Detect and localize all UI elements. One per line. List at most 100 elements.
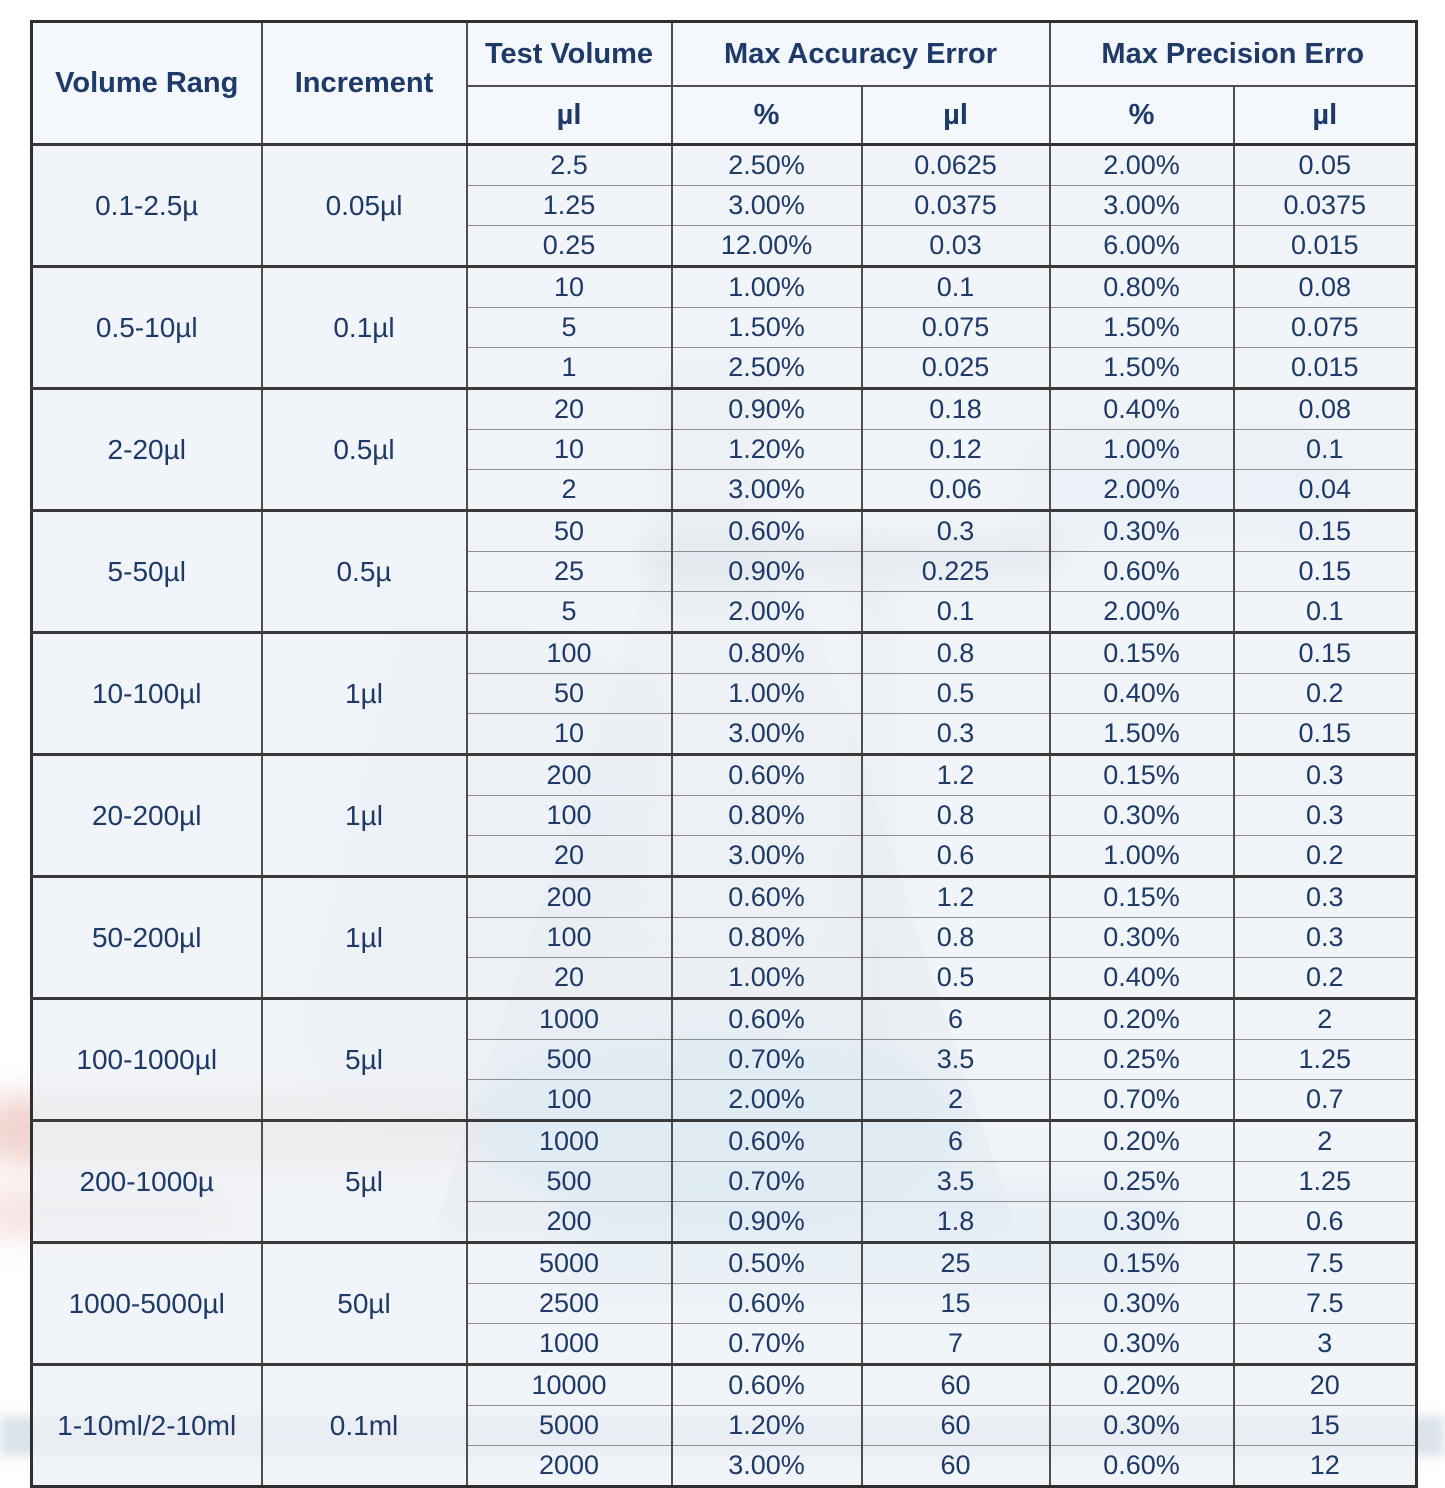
accuracy-ul-cell: 0.225 bbox=[860, 551, 1050, 592]
table-row: 10-100µl 1µl 100 0.80% 0.8 0.15% 0.15 bbox=[30, 631, 1417, 755]
precision-ul-cell: 0.3 bbox=[1232, 875, 1417, 918]
accuracy-percent-cell: 0.60% bbox=[670, 1283, 862, 1324]
accuracy-percent-cell: 2.00% bbox=[670, 1079, 862, 1121]
header-test-volume-unit: µl bbox=[465, 86, 672, 146]
volume-range-cell: 1-10ml/2-10ml bbox=[30, 1363, 262, 1487]
precision-ul-cell: 2 bbox=[1232, 1119, 1417, 1162]
accuracy-percent-cell: 0.80% bbox=[670, 917, 862, 958]
header-accuracy-pct: % bbox=[670, 86, 862, 146]
table-row: 100-1000µl 5µl 1000 0.60% 6 0.20% 2 bbox=[30, 997, 1417, 1121]
precision-ul-cell: 20 bbox=[1232, 1363, 1417, 1406]
precision-ul-cell: 2 bbox=[1232, 997, 1417, 1040]
accuracy-ul-cell: 0.12 bbox=[860, 429, 1050, 470]
test-volume-cell: 200 bbox=[465, 875, 672, 918]
volume-range-cell: 20-200µl bbox=[30, 753, 262, 877]
volume-range-cell: 200-1000µ bbox=[30, 1119, 262, 1243]
table-row: 100 2.00% 2 0.70% 0.7 bbox=[32, 1079, 1417, 1121]
accuracy-percent-cell: 0.60% bbox=[670, 875, 862, 918]
accuracy-percent-cell: 12.00% bbox=[670, 225, 862, 267]
precision-ul-cell: 3 bbox=[1232, 1323, 1417, 1365]
accuracy-ul-cell: 1.2 bbox=[860, 875, 1050, 918]
test-volume-cell: 1000 bbox=[465, 997, 672, 1040]
table-row: 0.25 12.00% 0.03 6.00% 0.015 bbox=[32, 225, 1417, 267]
increment-cell: 0.1µl bbox=[260, 265, 467, 389]
table-row: 0.1-2.5µ 0.05µl 2.5 2.50% 0.0625 2.00% 0.05 bbox=[30, 143, 1417, 267]
volume-range-cell: 5-50µl bbox=[30, 509, 262, 633]
accuracy-percent-cell: 2.50% bbox=[670, 347, 862, 389]
precision-ul-cell: 0.08 bbox=[1232, 265, 1417, 308]
precision-percent-cell: 0.30% bbox=[1048, 917, 1234, 958]
precision-percent-cell: 0.25% bbox=[1048, 1161, 1234, 1202]
volume-range-cell: 2-20µl bbox=[30, 387, 262, 511]
table-body: 0.1-2.5µ 0.05µl 2.5 2.50% 0.0625 2.00% 0.05 1.2… bbox=[30, 143, 1417, 1487]
test-volume-cell: 0.25 bbox=[465, 225, 672, 267]
pipette-spec-table: Volume Rang Increment Test Volume Max Ac… bbox=[30, 20, 1419, 1488]
accuracy-percent-cell: 0.80% bbox=[670, 795, 862, 836]
accuracy-percent-cell: 0.90% bbox=[670, 1201, 862, 1243]
test-volume-cell: 20 bbox=[465, 387, 672, 430]
table-row: 50-200µl 1µl 200 0.60% 1.2 0.15% 0.3 bbox=[30, 875, 1417, 999]
precision-percent-cell: 0.40% bbox=[1048, 387, 1234, 430]
accuracy-percent-cell: 0.60% bbox=[670, 1363, 862, 1406]
accuracy-ul-cell: 0.0375 bbox=[860, 185, 1050, 226]
accuracy-ul-cell: 1.8 bbox=[860, 1201, 1050, 1243]
increment-cell: 1µl bbox=[260, 631, 467, 755]
accuracy-percent-cell: 1.50% bbox=[670, 307, 862, 348]
increment-cell: 50µl bbox=[260, 1241, 467, 1365]
test-volume-cell: 5 bbox=[465, 307, 672, 348]
test-volume-cell: 200 bbox=[465, 753, 672, 796]
precision-ul-cell: 0.15 bbox=[1232, 551, 1417, 592]
test-volume-cell: 20 bbox=[465, 957, 672, 999]
precision-percent-cell: 1.50% bbox=[1048, 347, 1234, 389]
test-volume-cell: 5000 bbox=[465, 1405, 672, 1446]
header-volume-range: Volume Rang bbox=[30, 21, 262, 146]
accuracy-ul-cell: 3.5 bbox=[860, 1161, 1050, 1202]
accuracy-percent-cell: 3.00% bbox=[670, 713, 862, 755]
accuracy-percent-cell: 0.50% bbox=[670, 1241, 862, 1284]
precision-ul-cell: 0.04 bbox=[1232, 469, 1417, 511]
table-row: 5 2.00% 0.1 2.00% 0.1 bbox=[32, 591, 1417, 633]
accuracy-ul-cell: 2 bbox=[860, 1079, 1050, 1121]
table-row: 200 0.90% 1.8 0.30% 0.6 bbox=[32, 1201, 1417, 1243]
accuracy-ul-cell: 15 bbox=[860, 1283, 1050, 1324]
accuracy-ul-cell: 0.5 bbox=[860, 957, 1050, 999]
table-row: 5 1.50% 0.075 1.50% 0.075 bbox=[32, 307, 1417, 348]
precision-ul-cell: 0.08 bbox=[1232, 387, 1417, 430]
accuracy-ul-cell: 0.075 bbox=[860, 307, 1050, 348]
accuracy-ul-cell: 60 bbox=[860, 1445, 1050, 1487]
accuracy-percent-cell: 2.50% bbox=[670, 143, 862, 186]
test-volume-cell: 100 bbox=[465, 795, 672, 836]
table-row: 25 0.90% 0.225 0.60% 0.15 bbox=[32, 551, 1417, 592]
precision-percent-cell: 3.00% bbox=[1048, 185, 1234, 226]
precision-percent-cell: 0.15% bbox=[1048, 753, 1234, 796]
volume-range-cell: 100-1000µl bbox=[30, 997, 262, 1121]
increment-cell: 5µl bbox=[260, 1119, 467, 1243]
table-row: 1 2.50% 0.025 1.50% 0.015 bbox=[32, 347, 1417, 389]
precision-percent-cell: 0.40% bbox=[1048, 957, 1234, 999]
precision-percent-cell: 1.00% bbox=[1048, 835, 1234, 877]
test-volume-cell: 100 bbox=[465, 631, 672, 674]
accuracy-ul-cell: 7 bbox=[860, 1323, 1050, 1365]
precision-percent-cell: 0.30% bbox=[1048, 1323, 1234, 1365]
table-row: 5000 1.20% 60 0.30% 15 bbox=[32, 1405, 1417, 1446]
precision-ul-cell: 0.1 bbox=[1232, 591, 1417, 633]
precision-ul-cell: 0.015 bbox=[1232, 225, 1417, 267]
precision-percent-cell: 0.70% bbox=[1048, 1079, 1234, 1121]
precision-percent-cell: 0.30% bbox=[1048, 795, 1234, 836]
increment-cell: 0.5µl bbox=[260, 387, 467, 511]
test-volume-cell: 10 bbox=[465, 265, 672, 308]
accuracy-percent-cell: 1.20% bbox=[670, 1405, 862, 1446]
table-row: 2500 0.60% 15 0.30% 7.5 bbox=[32, 1283, 1417, 1324]
test-volume-cell: 5000 bbox=[465, 1241, 672, 1284]
accuracy-ul-cell: 6 bbox=[860, 997, 1050, 1040]
precision-percent-cell: 0.30% bbox=[1048, 1405, 1234, 1446]
precision-ul-cell: 0.15 bbox=[1232, 509, 1417, 552]
header-precision-ul: µl bbox=[1232, 86, 1417, 146]
accuracy-ul-cell: 60 bbox=[860, 1363, 1050, 1406]
test-volume-cell: 2000 bbox=[465, 1445, 672, 1487]
precision-percent-cell: 0.30% bbox=[1048, 509, 1234, 552]
accuracy-ul-cell: 3.5 bbox=[860, 1039, 1050, 1080]
volume-range-cell: 10-100µl bbox=[30, 631, 262, 755]
test-volume-cell: 10000 bbox=[465, 1363, 672, 1406]
accuracy-ul-cell: 0.8 bbox=[860, 631, 1050, 674]
